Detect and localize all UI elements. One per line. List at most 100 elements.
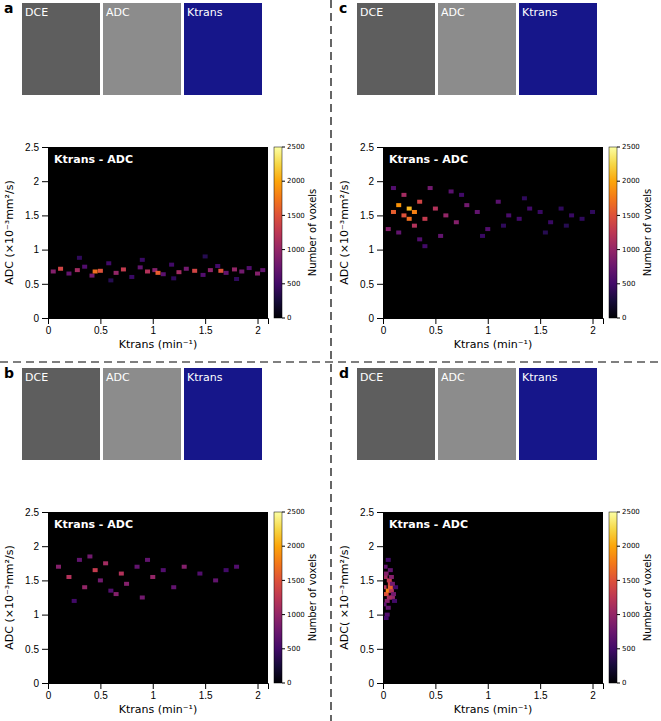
tick-mark xyxy=(258,318,259,324)
voxel-cell xyxy=(255,272,260,276)
tick-label: 1.5 xyxy=(360,210,374,221)
y-axis-title: ADC (×10⁻³mm²/s) xyxy=(338,180,351,284)
tick-label: 1.5 xyxy=(25,575,39,586)
x-axis-title: Ktrans (min⁻¹) xyxy=(454,703,533,716)
image-label: ADC xyxy=(441,371,465,384)
plot-background xyxy=(48,147,268,318)
voxel-cell xyxy=(392,599,397,603)
voxel-cell xyxy=(106,261,111,265)
y-axis-title: ADC( ×10⁻³mm²/s) xyxy=(338,545,351,649)
tick-mark xyxy=(377,615,383,616)
voxel-cell xyxy=(449,189,454,193)
image xyxy=(184,3,262,95)
tick-label: 0.5 xyxy=(94,690,108,701)
image xyxy=(519,3,597,95)
y-tick: 0 xyxy=(33,678,48,689)
colorbar-tick-label: 2500 xyxy=(287,508,305,516)
x-tick: 1 xyxy=(485,318,491,336)
image-label: DCE xyxy=(360,6,383,19)
x-tick: 2 xyxy=(255,683,261,701)
x-tick: 1.5 xyxy=(199,683,213,701)
tick-mark xyxy=(377,580,383,581)
image xyxy=(357,3,435,95)
colorbar-tick-label: 1000 xyxy=(287,246,305,254)
colorbar-tick-label: 1500 xyxy=(622,577,640,585)
colorbar-tick xyxy=(282,215,285,216)
tick-label: 0 xyxy=(33,678,39,689)
voxel-cell xyxy=(98,269,103,273)
tick-label: 1.5 xyxy=(25,210,39,221)
voxel-cell xyxy=(538,210,543,214)
image xyxy=(103,3,181,95)
y-axis-title: ADC (×10⁻³mm²/s) xyxy=(3,545,16,649)
colorbar-tick-label: 0 xyxy=(622,679,626,687)
panel-label: c xyxy=(339,0,347,16)
tick-label: 1 xyxy=(485,325,491,336)
voxel-cell xyxy=(93,269,98,273)
tick-mark xyxy=(42,615,48,616)
tick-mark xyxy=(42,683,48,684)
colorbar-tick xyxy=(617,181,620,182)
axis-line xyxy=(42,513,49,684)
image xyxy=(438,368,516,460)
voxel-cell xyxy=(176,270,181,274)
colorbar-tick xyxy=(617,648,620,649)
tick-label: 0 xyxy=(46,690,52,701)
tick-label: 2.5 xyxy=(25,142,39,153)
axis-line xyxy=(377,513,384,684)
voxel-cell xyxy=(391,592,396,596)
colorbar-tick xyxy=(282,318,285,319)
tick-mark xyxy=(377,546,383,547)
plot-background xyxy=(48,512,268,683)
x-tick: 0.5 xyxy=(94,683,108,701)
voxel-cell xyxy=(192,269,197,273)
panel-label: a xyxy=(4,0,13,16)
voxel-cell xyxy=(138,265,143,269)
points xyxy=(383,558,398,620)
x-tick: 1 xyxy=(150,318,156,336)
image-label: Ktrans xyxy=(187,6,223,19)
y-tick: 1.5 xyxy=(25,575,48,586)
x-tick: 2 xyxy=(590,318,596,336)
x-axis-title: Ktrans (min⁻¹) xyxy=(454,338,533,351)
colorbar-tick xyxy=(282,249,285,250)
tick-mark xyxy=(377,147,383,148)
colorbar-title: Number of voxels xyxy=(642,554,653,642)
tick-mark xyxy=(435,683,436,689)
voxel-cell xyxy=(56,565,61,569)
points xyxy=(386,186,595,248)
voxel-cell xyxy=(77,558,82,562)
voxel-cell xyxy=(543,231,548,235)
plot-title: Ktrans - ADC xyxy=(389,518,468,531)
voxel-cell xyxy=(548,220,553,224)
tick-label: 0 xyxy=(368,678,374,689)
tick-label: 2.5 xyxy=(360,507,374,518)
x-tick: 1.5 xyxy=(534,318,548,336)
voxel-cell xyxy=(438,234,443,238)
y-axis-title: ADC (×10⁻³mm²/s) xyxy=(3,180,16,284)
voxel-cell xyxy=(388,568,393,572)
tick-label: 1 xyxy=(33,244,39,255)
tick-mark xyxy=(488,683,489,689)
voxel-cell xyxy=(459,193,464,197)
voxel-cell xyxy=(393,585,398,589)
tick-label: 2 xyxy=(590,325,596,336)
image-label: DCE xyxy=(25,6,48,19)
y-tick: 2 xyxy=(368,176,383,187)
image xyxy=(519,368,597,460)
voxel-cell xyxy=(517,217,522,221)
x-tick: 0.5 xyxy=(94,318,108,336)
voxel-cell xyxy=(119,572,124,576)
voxel-cell xyxy=(396,231,401,235)
axis-line xyxy=(42,148,49,319)
x-tick: 1 xyxy=(150,683,156,701)
tick-mark xyxy=(593,683,594,689)
voxel-cell xyxy=(401,193,406,197)
panel: dDCEADCKtrans00.511.5200.511.522.5Ktrans… xyxy=(338,365,653,716)
tick-mark xyxy=(42,580,48,581)
voxel-cell xyxy=(234,277,239,281)
voxel-cell xyxy=(145,558,150,562)
image-label: ADC xyxy=(441,6,465,19)
voxel-cell xyxy=(564,224,569,228)
colorbar-title: Number of voxels xyxy=(307,189,318,277)
